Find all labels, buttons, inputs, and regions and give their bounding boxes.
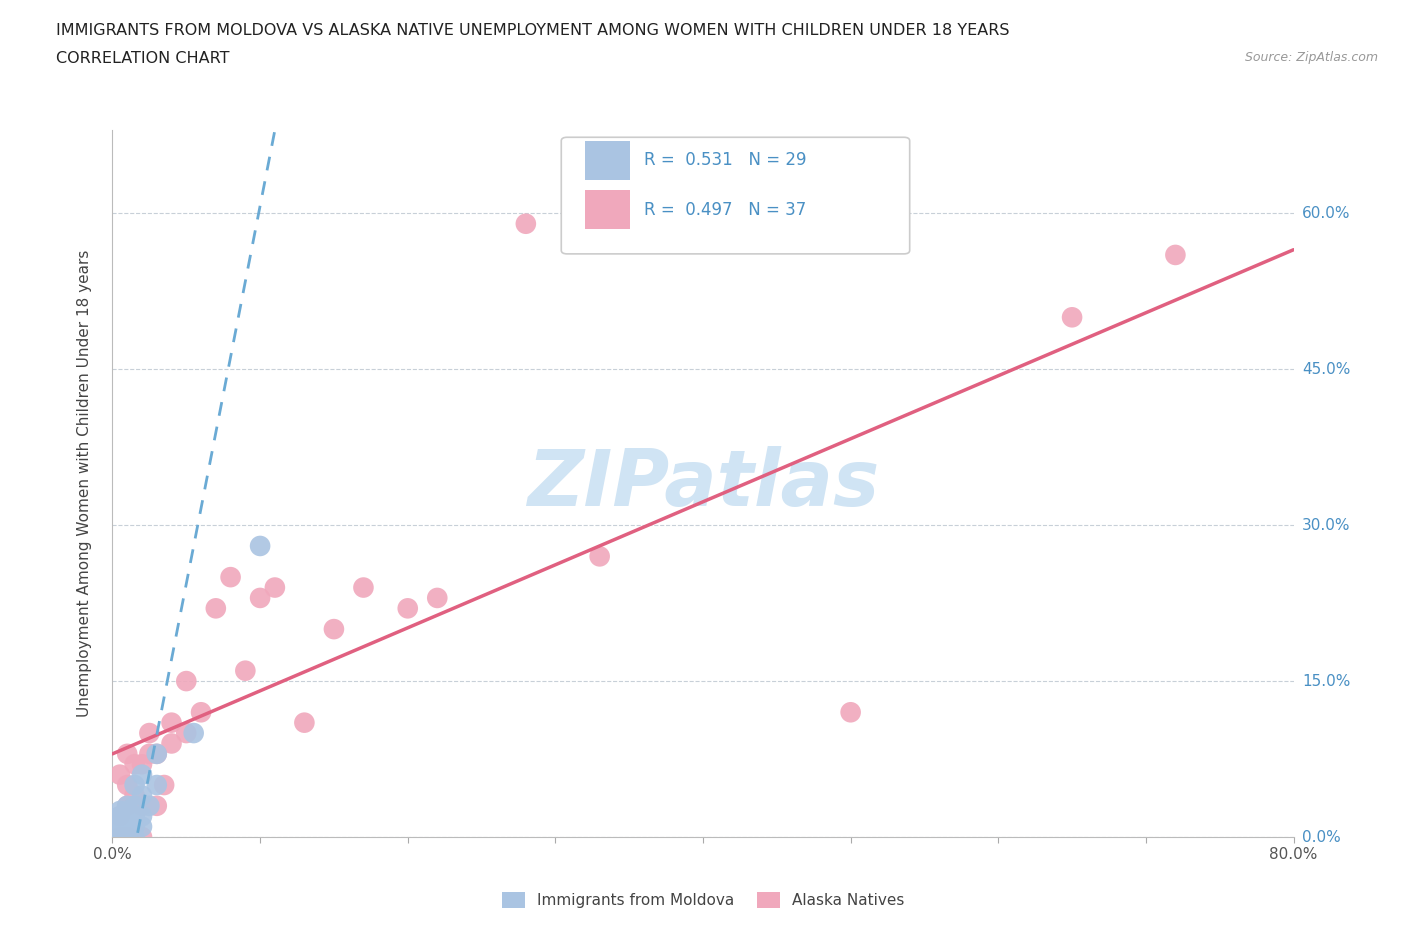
Point: [264, 580, 287, 595]
Point: [108, 814, 131, 829]
Text: 45.0%: 45.0%: [1302, 362, 1350, 377]
Point: [131, 788, 153, 803]
Point: [174, 673, 197, 688]
Point: [124, 788, 146, 803]
Point: [108, 819, 131, 834]
Point: [131, 809, 153, 824]
Point: [108, 830, 131, 844]
Point: [146, 747, 169, 762]
Text: IMMIGRANTS FROM MOLDOVA VS ALASKA NATIVE UNEMPLOYMENT AMONG WOMEN WITH CHILDREN : IMMIGRANTS FROM MOLDOVA VS ALASKA NATIVE…: [56, 23, 1010, 38]
Point: [117, 809, 138, 824]
Point: [117, 747, 138, 762]
Point: [249, 591, 271, 605]
Point: [205, 601, 228, 616]
Point: [249, 538, 271, 553]
Point: [117, 819, 138, 834]
FancyBboxPatch shape: [585, 140, 630, 179]
Point: [146, 798, 169, 813]
Point: [124, 830, 146, 844]
Text: Source: ZipAtlas.com: Source: ZipAtlas.com: [1244, 51, 1378, 64]
Point: [292, 715, 315, 730]
Point: [124, 819, 146, 834]
Y-axis label: Unemployment Among Women with Children Under 18 years: Unemployment Among Women with Children U…: [77, 250, 91, 717]
Point: [396, 601, 419, 616]
Point: [108, 830, 131, 844]
Point: [426, 591, 449, 605]
FancyBboxPatch shape: [561, 138, 910, 254]
Point: [138, 798, 160, 813]
Point: [117, 824, 138, 839]
Point: [124, 777, 146, 792]
Point: [108, 830, 131, 844]
Point: [160, 736, 183, 751]
Point: [131, 767, 153, 782]
Point: [108, 809, 131, 824]
Point: [323, 621, 346, 636]
Point: [108, 819, 131, 834]
Point: [153, 777, 176, 792]
Text: 15.0%: 15.0%: [1302, 673, 1350, 688]
Text: 60.0%: 60.0%: [1302, 206, 1350, 220]
Point: [183, 725, 205, 740]
Point: [131, 798, 153, 813]
Point: [138, 747, 160, 762]
Text: R =  0.497   N = 37: R = 0.497 N = 37: [644, 201, 806, 219]
Point: [131, 757, 153, 772]
Point: [124, 809, 146, 824]
Point: [138, 725, 160, 740]
Point: [117, 798, 138, 813]
Point: [124, 757, 146, 772]
Point: [117, 777, 138, 792]
Point: [839, 705, 862, 720]
Point: [117, 814, 138, 829]
Point: [1164, 247, 1187, 262]
Point: [588, 549, 610, 564]
Point: [160, 715, 183, 730]
Point: [352, 580, 374, 595]
Point: [124, 798, 146, 813]
Point: [219, 570, 242, 585]
Point: [174, 725, 197, 740]
Point: [190, 705, 212, 720]
Text: ZIPatlas: ZIPatlas: [527, 445, 879, 522]
Text: 30.0%: 30.0%: [1302, 518, 1350, 533]
Point: [108, 767, 131, 782]
Text: CORRELATION CHART: CORRELATION CHART: [56, 51, 229, 66]
Point: [131, 819, 153, 834]
Point: [117, 830, 138, 844]
Point: [146, 747, 169, 762]
Point: [117, 798, 138, 813]
Point: [108, 804, 131, 818]
Point: [108, 824, 131, 839]
Legend: Immigrants from Moldova, Alaska Natives: Immigrants from Moldova, Alaska Natives: [495, 886, 911, 914]
Point: [117, 830, 138, 844]
Point: [515, 217, 537, 232]
FancyBboxPatch shape: [585, 191, 630, 229]
Point: [1062, 310, 1084, 325]
Point: [233, 663, 256, 678]
Point: [108, 809, 131, 824]
Text: 0.0%: 0.0%: [1302, 830, 1340, 844]
Point: [117, 804, 138, 818]
Text: R =  0.531   N = 29: R = 0.531 N = 29: [644, 152, 807, 169]
Point: [146, 777, 169, 792]
Point: [131, 830, 153, 844]
